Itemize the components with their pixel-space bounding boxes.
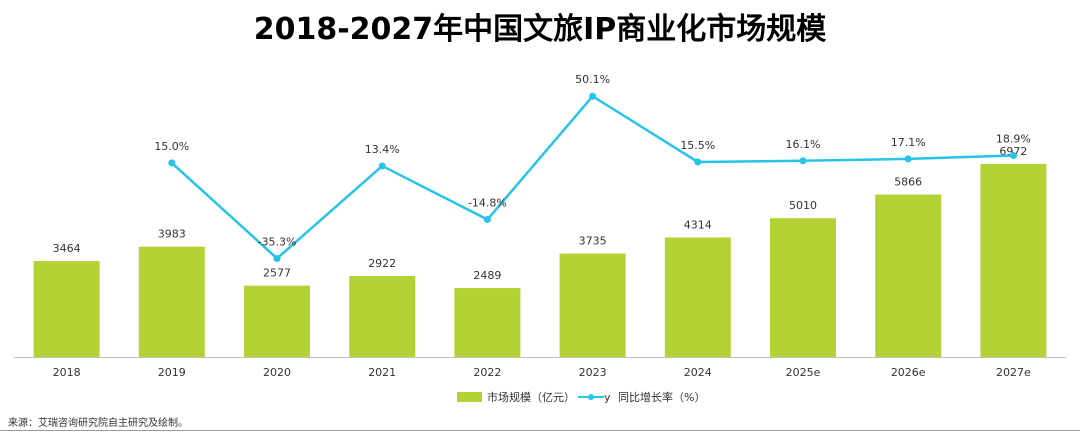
bar-label-2021: 2922 [368,257,396,270]
x-tick-2024: 2024 [684,366,712,379]
bar-2024 [664,237,731,357]
bar-label-2022: 2489 [473,269,501,282]
growth-label-2023: 50.1% [575,73,610,86]
chart-title: 2018-2027年中国文旅IP商业化市场规模 [253,12,827,47]
bar-2022 [454,288,521,357]
x-tick-2021: 2021 [368,366,396,379]
bar-label-2023: 3735 [579,235,607,248]
growth-point-2024 [694,158,702,166]
legend-bar-swatch [457,392,482,402]
x-tick-2027e: 2027e [996,366,1031,379]
bar-2023 [559,253,626,357]
growth-point-2027e [1009,151,1017,159]
growth-point-2019 [168,159,176,167]
growth-point-2020 [273,254,281,262]
legend-line-marker [588,394,594,400]
growth-point-2021 [378,162,386,170]
x-tick-2020: 2020 [263,366,291,379]
legend-bar-label: 市场规模（亿元） [487,390,575,404]
bar-2025e [770,218,836,357]
bar-label-2018: 3464 [53,242,81,255]
growth-label-2025e: 16.1% [786,138,821,151]
growth-label-2026e: 17.1% [891,136,926,149]
x-tick-2019: 2019 [158,366,186,379]
x-tick-2022: 2022 [473,366,501,379]
bar-2021 [349,276,416,357]
growth-point-2026e [904,155,912,163]
x-tick-2025e: 2025e [786,366,821,379]
bar-2026e [875,194,942,357]
bar-label-2025e: 5010 [789,199,817,212]
growth-label-2020: -35.3% [258,235,297,248]
bottom-divider [0,430,1080,431]
bar-label-2020: 2577 [263,267,291,280]
growth-point-2025e [799,157,807,165]
x-tick-2023: 2023 [579,366,607,379]
growth-label-2021: 13.4% [365,143,400,156]
bar-2020 [244,285,310,357]
growth-point-2023 [589,92,597,100]
bar-label-2024: 4314 [684,219,712,232]
bar-label-2026e: 5866 [894,176,922,189]
growth-label-2019: 15.0% [154,140,189,153]
x-tick-2026e: 2026e [891,366,926,379]
bar-2027e [980,163,1047,357]
growth-label-2022: -14.8% [468,197,507,210]
growth-label-2027e: 18.9% [996,132,1031,145]
growth-point-2022 [483,216,491,224]
legend-line-prefix: y [604,391,611,404]
growth-label-2024: 15.5% [680,139,715,152]
bar-2019 [138,246,205,357]
legend-line-label: 同比增长率（%） [618,390,705,404]
bar-label-2019: 3983 [158,228,186,241]
source-note: 来源：艾瑞咨询研究院自主研究及绘制。 [8,418,188,429]
x-tick-2018: 2018 [53,366,81,379]
bar-2018 [33,261,100,357]
